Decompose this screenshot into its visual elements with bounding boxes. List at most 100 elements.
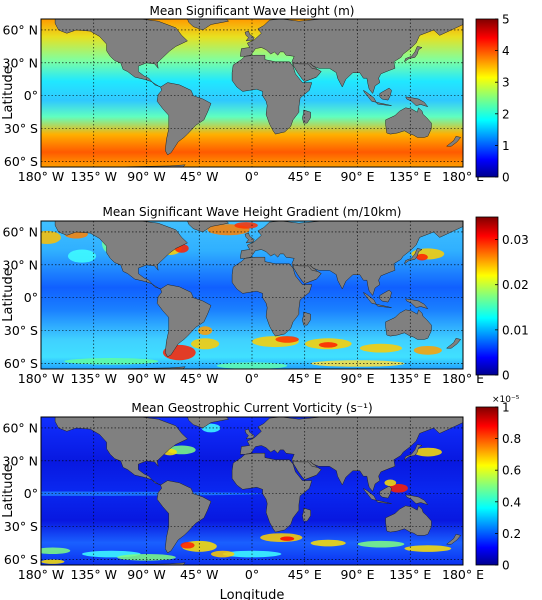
land-new-zealand xyxy=(445,338,462,349)
field-hotspot xyxy=(41,491,264,496)
land-eurasia xyxy=(240,221,463,297)
land-new-guinea xyxy=(405,494,429,506)
graticule xyxy=(41,417,463,565)
latitude-tick-labels: 60° N 30° N 0° 30° S 60° S xyxy=(3,420,39,567)
longitude-tick-label: 45° W xyxy=(180,567,219,582)
field-hotspot xyxy=(191,338,220,350)
x-axis-label: Longitude xyxy=(220,588,285,600)
land-mask xyxy=(54,417,463,565)
land-indonesia-b xyxy=(375,499,392,504)
field-hotspot xyxy=(310,539,346,547)
field-hotspot xyxy=(359,343,403,353)
panel-title: Mean Significant Wave Height (m) xyxy=(150,4,355,18)
latitude-tick-label: 60° N xyxy=(3,224,38,239)
longitude-tick-label: 0° xyxy=(245,567,259,582)
longitude-tick-label: 90° E xyxy=(340,371,374,386)
map-area xyxy=(41,221,463,369)
map-frame xyxy=(40,416,464,566)
colorbar-tick-label: 0.02 xyxy=(502,278,529,292)
panel-wave-height-gradient: Mean Significant Wave Height Gradient (m… xyxy=(1,205,529,386)
land-australia xyxy=(385,309,432,340)
colorbar-tick-label: 0.8 xyxy=(502,432,521,446)
colorbar-scale xyxy=(475,18,499,178)
longitude-tick-label: 45° E xyxy=(288,567,322,582)
longitude-tick-label: 45° E xyxy=(288,169,322,184)
longitude-tick-label: 0° xyxy=(245,169,259,184)
land-borneo xyxy=(379,87,392,101)
land-arabia xyxy=(292,62,322,82)
land-uk xyxy=(244,30,255,42)
latitude-tick-label: 30° S xyxy=(4,121,38,136)
longitude-tick-label: 135° E xyxy=(389,567,431,582)
colorbar-tick-label: 2 xyxy=(502,107,510,121)
colorbar-scale xyxy=(475,406,499,566)
colorbar-tick-label: 0 xyxy=(502,559,510,573)
longitude-tick-label: 180° E xyxy=(442,169,484,184)
latitude-tick-label: 30° N xyxy=(3,55,38,70)
field-hotspot xyxy=(357,540,405,548)
colorbar-tick-label: 0.03 xyxy=(502,233,529,247)
colorbar-tick-label: 1 xyxy=(502,401,510,415)
longitude-tick-label: 90° W xyxy=(127,567,166,582)
land-new-guinea xyxy=(405,96,429,108)
land-australia xyxy=(385,107,432,138)
latitude-tick-label: 60° N xyxy=(3,420,38,435)
field-hotspot xyxy=(64,358,159,365)
field-hotspot xyxy=(67,249,97,263)
longitude-tick-label: 0° xyxy=(245,371,259,386)
y-axis-label: Latitude xyxy=(1,268,16,322)
longitude-tick-label: 135° W xyxy=(71,169,117,184)
colorbar-tick-label: 1 xyxy=(502,139,510,153)
longitude-tick-label: 135° E xyxy=(389,169,431,184)
longitude-tick-label: 180° W xyxy=(18,567,64,582)
field-hotspot xyxy=(275,336,299,343)
land-south-america xyxy=(156,82,212,156)
map-area xyxy=(41,417,463,565)
colorbar-tick-label: 3 xyxy=(502,76,510,90)
land-north-america xyxy=(54,417,188,486)
latitude-tick-label: 30° S xyxy=(4,323,38,338)
field-hotspot xyxy=(210,550,235,558)
latitude-tick-label: 60° N xyxy=(3,22,38,37)
panel-title: Mean Significant Wave Height Gradient (m… xyxy=(103,205,402,219)
land-mask xyxy=(54,19,463,167)
land-new-zealand xyxy=(445,534,462,545)
colorbar-tick-label: 0.4 xyxy=(502,495,521,509)
longitude-tick-labels: 180° W 135° W 90° W 45° W 0° 45° E 90° E 135° E… xyxy=(18,567,484,582)
longitude-tick-label: 180° E xyxy=(442,371,484,386)
land-arabia xyxy=(292,264,322,284)
land-borneo xyxy=(379,289,392,303)
land-madagascar xyxy=(302,311,311,326)
land-uk xyxy=(244,232,255,244)
longitude-tick-label: 45° W xyxy=(180,371,219,386)
field-hotspot xyxy=(198,326,213,336)
colorbar-tick-label: 0.2 xyxy=(502,527,521,541)
land-indonesia-b xyxy=(375,303,392,308)
longitude-tick-labels: 180° W 135° W 90° W 45° W 0° 45° E 90° E 135° E… xyxy=(18,169,484,184)
land-indonesia-a xyxy=(362,487,377,501)
y-axis-label: Latitude xyxy=(1,464,16,518)
latitude-tick-labels: 60° N 30° N 0° 30° S 60° S xyxy=(3,22,39,169)
land-new-zealand xyxy=(445,136,462,147)
land-eurasia xyxy=(240,417,463,493)
land-africa xyxy=(231,54,313,135)
land-north-america xyxy=(54,221,188,290)
latitude-tick-label: 30° N xyxy=(3,453,38,468)
land-indonesia-b xyxy=(375,101,392,106)
land-antarctica xyxy=(95,562,186,565)
map-frame xyxy=(40,18,464,168)
longitude-tick-label: 45° E xyxy=(288,371,322,386)
field-hotspot xyxy=(234,222,258,229)
longitude-tick-label: 90° W xyxy=(127,371,166,386)
panel-title: Mean Geostrophic Current Vorticity (s⁻¹) xyxy=(131,401,372,415)
longitude-tick-label: 90° E xyxy=(340,169,374,184)
land-arabia xyxy=(292,460,322,480)
latitude-tick-label: 0° xyxy=(24,486,38,501)
latitude-tick-label: 0° xyxy=(24,290,38,305)
colorbar-tick-label: 0.01 xyxy=(502,323,529,337)
field-hotspot xyxy=(41,559,65,564)
panel-wave-height: Mean Significant Wave Height (m) 60° N30… xyxy=(1,4,510,185)
land-antarctica xyxy=(95,164,186,167)
longitude-tick-label: 135° W xyxy=(71,567,117,582)
longitude-tick-label: 180° E xyxy=(442,567,484,582)
